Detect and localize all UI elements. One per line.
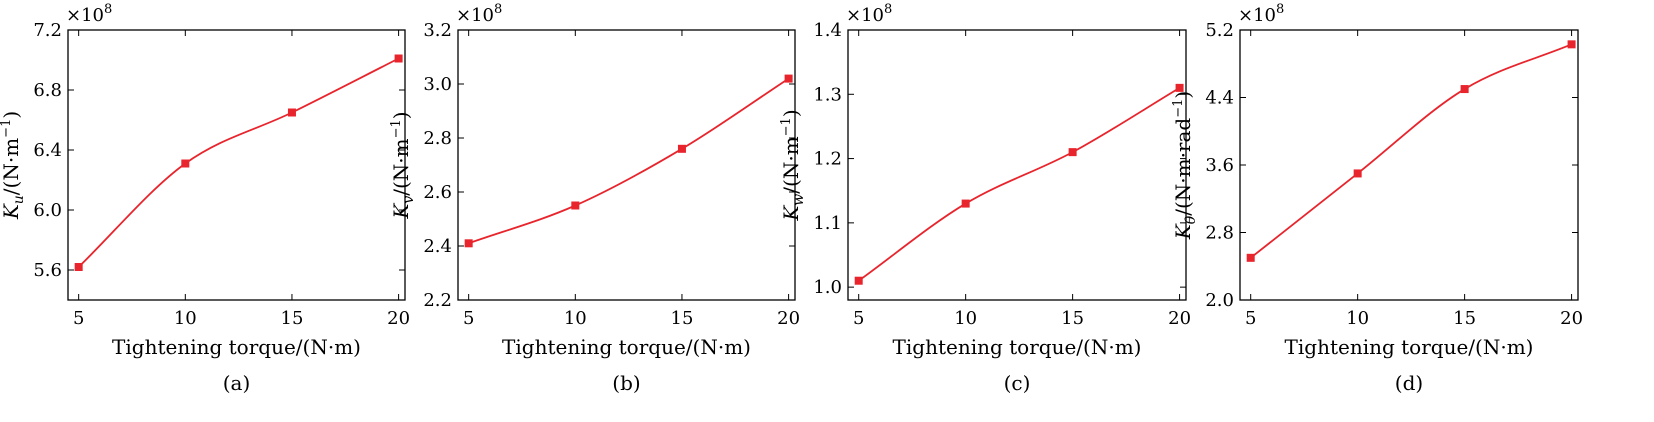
y-tick-label: 6.8 bbox=[33, 80, 62, 101]
x-axis-label: Tightening torque/(N·m) bbox=[893, 335, 1142, 359]
y-axis-label: Kθ/(N·m·rad−1) bbox=[1171, 91, 1199, 240]
y-tick-label: 3.6 bbox=[1205, 155, 1234, 176]
y-tick-label: 6.0 bbox=[33, 200, 62, 221]
chart-panel-2: 5 10 15 20 1.0 1.1 1.2 1.3 1.4×108 Tightening tor… bbox=[779, 2, 1191, 395]
y-tick-label: 2.2 bbox=[423, 290, 452, 311]
y-tick-label: 2.8 bbox=[1205, 223, 1234, 244]
y-tick-label: 2.0 bbox=[1205, 290, 1234, 311]
y-axis-label: Kw/(N·m−1) bbox=[779, 109, 807, 221]
data-point-marker bbox=[74, 263, 83, 271]
x-axis-label: Tightening torque/(N·m) bbox=[1285, 335, 1534, 359]
plot-frame bbox=[847, 29, 1187, 301]
x-tick-label: 15 bbox=[281, 308, 304, 329]
y-tick-label: 2.4 bbox=[423, 236, 452, 257]
plot-frame bbox=[67, 29, 406, 301]
chart-panel-0: 5 10 15 20 5.6 6.0 6.4 6.8 7.2×108 Tightening tor… bbox=[0, 2, 410, 395]
data-point-marker bbox=[1460, 85, 1469, 94]
x-tick-label: 15 bbox=[1061, 308, 1084, 329]
data-point-marker bbox=[854, 276, 863, 285]
data-point-marker bbox=[394, 54, 403, 63]
data-point-marker bbox=[1175, 83, 1184, 92]
data-point-marker bbox=[571, 201, 580, 210]
x-tick-label: 5 bbox=[73, 308, 84, 329]
x-tick-label: 15 bbox=[1453, 308, 1476, 329]
series-line-0 bbox=[1250, 43, 1572, 259]
data-point-marker bbox=[1246, 253, 1255, 262]
panel-caption: (d) bbox=[1395, 371, 1423, 395]
x-tick-label: 10 bbox=[564, 308, 587, 329]
chart-panel-3: 5 10 15 20 2.0 2.8 3.6 4.4 5.2×108 Tightening tor… bbox=[1171, 2, 1583, 395]
data-point-marker bbox=[1068, 148, 1077, 157]
y-tick-label: 5.2 bbox=[1205, 20, 1234, 41]
y-tick-label: 3.0 bbox=[423, 74, 452, 95]
axis-multiplier: ×108 bbox=[1238, 2, 1284, 26]
series-line-0 bbox=[468, 77, 790, 245]
x-tick-label: 5 bbox=[463, 308, 474, 329]
y-tick-label: 7.2 bbox=[33, 20, 62, 41]
axis-multiplier: ×108 bbox=[846, 2, 892, 26]
y-tick-label: 6.4 bbox=[33, 140, 62, 161]
data-point-marker bbox=[181, 159, 190, 168]
x-tick-label: 5 bbox=[853, 308, 864, 329]
series-line-0 bbox=[858, 87, 1181, 282]
y-tick-label: 4.4 bbox=[1205, 88, 1234, 109]
y-axis-label: Ku/(N·m−1) bbox=[0, 111, 27, 220]
x-axis-label: Tightening torque/(N·m) bbox=[502, 335, 751, 359]
series-line-0 bbox=[78, 57, 400, 268]
plot-frame bbox=[1239, 29, 1579, 301]
y-tick-label: 2.8 bbox=[423, 128, 452, 149]
y-tick-label: 1.1 bbox=[813, 213, 842, 234]
x-tick-label: 5 bbox=[1245, 308, 1256, 329]
x-tick-label: 10 bbox=[174, 308, 197, 329]
data-point-marker bbox=[287, 108, 296, 117]
x-tick-label: 20 bbox=[1560, 308, 1583, 329]
data-point-marker bbox=[784, 74, 793, 83]
panel-caption: (a) bbox=[223, 371, 251, 395]
data-point-marker bbox=[677, 144, 686, 153]
panel-caption: (b) bbox=[612, 371, 640, 395]
y-tick-label: 2.6 bbox=[423, 182, 452, 203]
x-tick-label: 20 bbox=[777, 308, 800, 329]
y-axis-label: Kv/(N·m−1) bbox=[389, 111, 417, 219]
y-tick-label: 3.2 bbox=[423, 20, 452, 41]
data-point-marker bbox=[1567, 40, 1576, 49]
plot-frame bbox=[457, 29, 796, 301]
y-tick-label: 1.2 bbox=[813, 149, 842, 170]
y-tick-label: 1.3 bbox=[813, 84, 842, 105]
x-tick-label: 15 bbox=[671, 308, 694, 329]
panel-caption: (c) bbox=[1004, 371, 1031, 395]
axis-multiplier: ×108 bbox=[456, 2, 502, 26]
data-point-marker bbox=[1353, 169, 1362, 178]
x-axis-label: Tightening torque/(N·m) bbox=[112, 335, 361, 359]
data-point-marker bbox=[464, 239, 473, 248]
x-tick-label: 20 bbox=[387, 308, 410, 329]
y-tick-label: 1.0 bbox=[813, 277, 842, 298]
axis-multiplier: ×108 bbox=[66, 2, 112, 26]
x-tick-label: 10 bbox=[1346, 308, 1369, 329]
y-tick-label: 1.4 bbox=[813, 20, 842, 41]
y-tick-label: 5.6 bbox=[33, 260, 62, 281]
x-tick-label: 10 bbox=[954, 308, 977, 329]
x-tick-label: 20 bbox=[1168, 308, 1191, 329]
chart-panel-1: 5 10 15 20 2.2 2.4 2.6 2.8 3.0 3.2×108 Tightening … bbox=[389, 2, 800, 395]
data-point-marker bbox=[961, 199, 970, 208]
